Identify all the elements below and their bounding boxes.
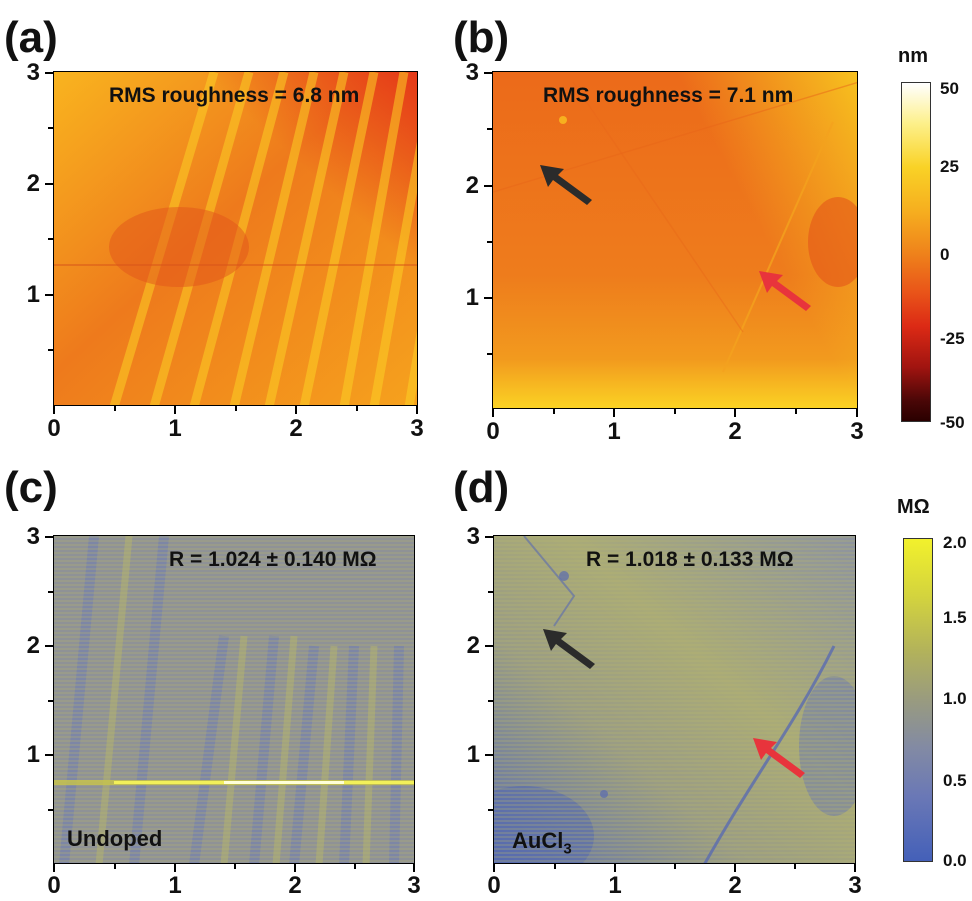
x-tick-label: 3 [850, 418, 864, 445]
colorbar-unit-mohm: MΩ [897, 496, 930, 518]
x-tick-label: 1 [608, 872, 622, 899]
roughness-annotation-b: RMS roughness = 7.1 nm [543, 84, 794, 107]
colorbar-tick: 2.0 [943, 533, 967, 552]
panel-label-d: (d) [453, 463, 510, 512]
colorbar-unit-nm: nm [898, 45, 928, 67]
y-tick-label: 2 [26, 632, 40, 659]
x-tick-label: 1 [607, 418, 621, 445]
red-arrow-d [753, 738, 805, 778]
sample-label-aucl3-text: AuCl [512, 828, 564, 853]
height-map-b: RMS roughness = 7.1 nm [492, 71, 858, 409]
y-tick-label: 1 [465, 284, 479, 311]
x-tick-label: 3 [410, 415, 424, 442]
y-tick-label: 2 [466, 632, 480, 659]
sample-label-aucl3: AuCl3 [512, 830, 572, 860]
x-tick-label: 0 [487, 872, 501, 899]
x-tick-label: 0 [47, 872, 61, 899]
red-arrow-b [759, 271, 811, 311]
x-tick-label: 2 [289, 415, 303, 442]
black-arrow-b [540, 165, 592, 205]
colorbar-tick: 0.0 [943, 851, 967, 870]
colorbar-height [901, 82, 931, 422]
roughness-annotation-a: RMS roughness = 6.8 nm [109, 84, 360, 107]
y-tick-label: 3 [465, 59, 479, 86]
y-tick-label: 1 [466, 741, 480, 768]
colorbar-resistance [903, 538, 933, 862]
colorbar-tick: 0 [940, 245, 950, 264]
x-tick-label: 3 [407, 872, 421, 899]
x-tick-label: 2 [288, 872, 302, 899]
sample-label-aucl3-subscript: 3 [563, 840, 572, 858]
y-tick-label: 1 [26, 281, 40, 308]
black-arrow-d [543, 629, 595, 669]
x-tick-label: 2 [728, 872, 742, 899]
panel-label-b: (b) [453, 13, 510, 62]
y-tick-label: 2 [465, 172, 479, 199]
x-tick-label: 1 [168, 872, 182, 899]
colorbar-tick: 25 [940, 157, 959, 176]
sample-label-undoped: Undoped [67, 826, 163, 851]
colorbar-tick: 1.5 [943, 608, 967, 627]
colorbar-tick: -50 [940, 413, 965, 432]
y-tick-label: 1 [26, 741, 40, 768]
height-map-a: RMS roughness = 6.8 nm [53, 71, 418, 406]
x-tick-label: 0 [486, 418, 500, 445]
x-tick-label: 1 [168, 415, 182, 442]
y-tick-label: 2 [26, 170, 40, 197]
resistance-map-c: R = 1.024 ± 0.140 MΩ Undoped [53, 535, 415, 864]
x-tick-label: 2 [728, 418, 742, 445]
y-tick-label: 3 [466, 523, 480, 550]
panel-label-c: (c) [4, 463, 58, 512]
resistance-annotation-d: R = 1.018 ± 0.133 MΩ [586, 548, 794, 571]
colorbar-tick: 50 [940, 79, 959, 98]
x-tick-label: 0 [47, 415, 61, 442]
y-tick-label: 3 [26, 523, 40, 550]
resistance-annotation-c: R = 1.024 ± 0.140 MΩ [169, 548, 377, 571]
panel-label-a: (a) [4, 13, 58, 62]
x-tick-label: 3 [848, 872, 862, 899]
colorbar-tick: 0.5 [943, 771, 967, 790]
resistance-map-d: R = 1.018 ± 0.133 MΩ AuCl3 [493, 535, 856, 864]
colorbar-tick: -25 [940, 329, 965, 348]
colorbar-tick: 1.0 [943, 689, 967, 708]
y-tick-label: 3 [26, 59, 40, 86]
